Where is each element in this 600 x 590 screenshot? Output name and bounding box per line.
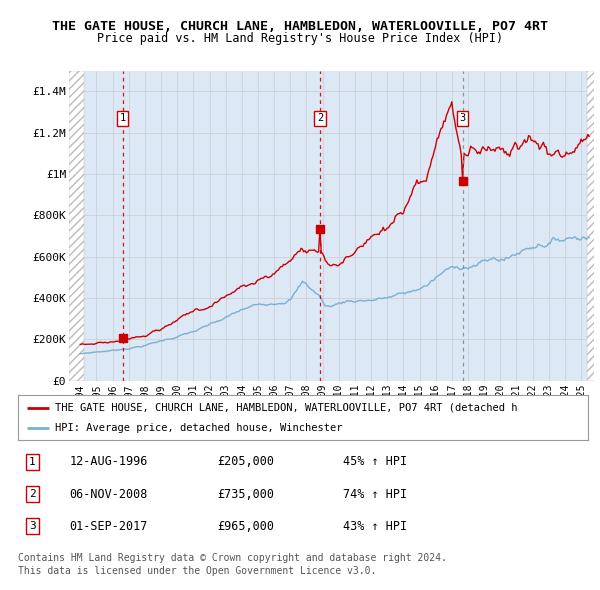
Text: 12-AUG-1996: 12-AUG-1996 — [70, 455, 148, 468]
Text: 43% ↑ HPI: 43% ↑ HPI — [343, 520, 407, 533]
Text: 3: 3 — [460, 113, 466, 123]
Text: Price paid vs. HM Land Registry's House Price Index (HPI): Price paid vs. HM Land Registry's House … — [97, 32, 503, 45]
Text: Contains HM Land Registry data © Crown copyright and database right 2024.: Contains HM Land Registry data © Crown c… — [18, 553, 447, 562]
Text: 2: 2 — [29, 489, 35, 499]
Text: £205,000: £205,000 — [218, 455, 275, 468]
Text: 1: 1 — [29, 457, 35, 467]
Bar — [587, 71, 599, 381]
Text: 01-SEP-2017: 01-SEP-2017 — [70, 520, 148, 533]
Text: 1: 1 — [119, 113, 126, 123]
Text: 06-NOV-2008: 06-NOV-2008 — [70, 487, 148, 500]
Text: 2: 2 — [317, 113, 323, 123]
Text: 45% ↑ HPI: 45% ↑ HPI — [343, 455, 407, 468]
Text: £965,000: £965,000 — [218, 520, 275, 533]
Text: This data is licensed under the Open Government Licence v3.0.: This data is licensed under the Open Gov… — [18, 566, 376, 576]
Bar — [69, 71, 83, 381]
Text: £735,000: £735,000 — [218, 487, 275, 500]
Text: 74% ↑ HPI: 74% ↑ HPI — [343, 487, 407, 500]
Text: HPI: Average price, detached house, Winchester: HPI: Average price, detached house, Winc… — [55, 424, 343, 434]
Text: 3: 3 — [29, 521, 35, 531]
Text: THE GATE HOUSE, CHURCH LANE, HAMBLEDON, WATERLOOVILLE, PO7 4RT (detached h: THE GATE HOUSE, CHURCH LANE, HAMBLEDON, … — [55, 403, 518, 412]
Text: THE GATE HOUSE, CHURCH LANE, HAMBLEDON, WATERLOOVILLE, PO7 4RT: THE GATE HOUSE, CHURCH LANE, HAMBLEDON, … — [52, 20, 548, 33]
